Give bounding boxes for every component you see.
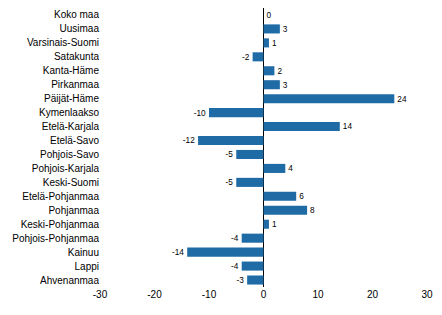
- svg-text:0: 0: [266, 11, 271, 20]
- svg-text:-30: -30: [93, 289, 108, 300]
- svg-text:10: 10: [312, 289, 324, 300]
- svg-text:0: 0: [261, 289, 267, 300]
- svg-text:Pohjois-Karjala: Pohjois-Karjala: [32, 163, 100, 174]
- svg-text:20: 20: [367, 289, 379, 300]
- svg-text:Pirkanmaa: Pirkanmaa: [51, 79, 99, 90]
- svg-text:Satakunta: Satakunta: [54, 51, 99, 62]
- svg-text:Kanta-Häme: Kanta-Häme: [43, 65, 100, 76]
- svg-text:30: 30: [421, 289, 433, 300]
- svg-text:Etelä-Pohjanmaa: Etelä-Pohjanmaa: [22, 191, 99, 202]
- svg-text:-3: -3: [236, 276, 244, 285]
- svg-text:-14: -14: [172, 248, 184, 257]
- svg-text:Pohjois-Pohjanmaa: Pohjois-Pohjanmaa: [12, 233, 99, 244]
- svg-text:Ahvenanmaa: Ahvenanmaa: [40, 275, 99, 286]
- svg-text:Uusimaa: Uusimaa: [60, 23, 100, 34]
- svg-text:Keski-Pohjanmaa: Keski-Pohjanmaa: [21, 219, 100, 230]
- svg-text:1: 1: [272, 220, 277, 229]
- svg-text:Kainuu: Kainuu: [68, 247, 99, 258]
- svg-text:Kymenlaakso: Kymenlaakso: [39, 107, 99, 118]
- svg-text:Lappi: Lappi: [75, 261, 99, 272]
- svg-text:3: 3: [283, 81, 288, 90]
- svg-text:-10: -10: [194, 109, 206, 118]
- svg-text:-2: -2: [242, 53, 250, 62]
- svg-text:-10: -10: [202, 289, 217, 300]
- svg-text:1: 1: [272, 39, 277, 48]
- svg-text:-20: -20: [147, 289, 162, 300]
- svg-text:-5: -5: [226, 150, 234, 159]
- svg-text:-4: -4: [231, 262, 239, 271]
- svg-text:14: 14: [343, 122, 353, 131]
- svg-text:4: 4: [288, 164, 293, 173]
- svg-text:Koko maa: Koko maa: [54, 9, 99, 20]
- svg-text:8: 8: [310, 206, 315, 215]
- svg-text:-5: -5: [226, 178, 234, 187]
- svg-text:Pohjois-Savo: Pohjois-Savo: [40, 149, 99, 160]
- svg-text:Etelä-Karjala: Etelä-Karjala: [42, 121, 100, 132]
- svg-text:24: 24: [397, 95, 407, 104]
- svg-text:-4: -4: [231, 234, 239, 243]
- svg-text:6: 6: [299, 192, 304, 201]
- svg-text:Varsinais-Suomi: Varsinais-Suomi: [27, 37, 99, 48]
- svg-text:Keski-Suomi: Keski-Suomi: [43, 177, 99, 188]
- svg-text:-12: -12: [183, 136, 195, 145]
- svg-text:Päijät-Häme: Päijät-Häme: [44, 93, 99, 104]
- svg-text:2: 2: [277, 67, 282, 76]
- svg-text:Pohjanmaa: Pohjanmaa: [48, 205, 99, 216]
- svg-text:3: 3: [283, 25, 288, 34]
- svg-text:Etelä-Savo: Etelä-Savo: [50, 135, 99, 146]
